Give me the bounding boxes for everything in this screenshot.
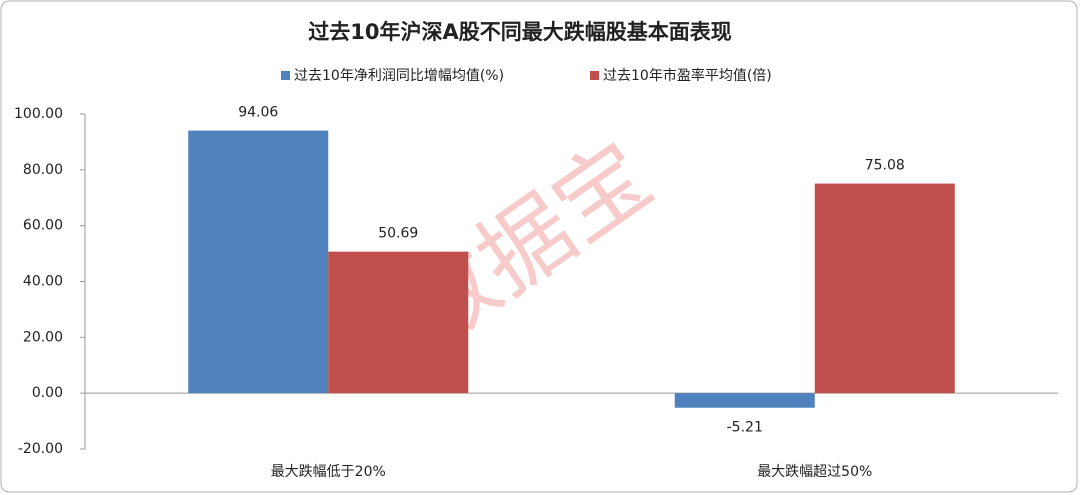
y-tick-label: 80.00 <box>23 162 63 178</box>
x-tick-label: 最大跌幅超过50% <box>757 464 872 480</box>
y-tick-label: 20.00 <box>23 329 63 345</box>
data-label: 75.08 <box>865 158 905 174</box>
y-tick-label: 0.00 <box>32 385 63 401</box>
bar <box>188 130 329 394</box>
bar <box>814 183 955 394</box>
legend-label: 过去10年净利润同比增幅均值(%) <box>294 68 504 84</box>
legend-label: 过去10年市盈率平均值(倍) <box>603 67 772 84</box>
bar <box>674 393 815 408</box>
y-tick-label: -20.00 <box>18 441 63 457</box>
y-tick-label: 60.00 <box>23 218 63 234</box>
data-label: 94.06 <box>238 105 278 121</box>
legend-swatch <box>281 71 290 80</box>
bar <box>328 251 469 394</box>
data-label: -5.21 <box>727 420 763 436</box>
y-tick-label: 40.00 <box>23 274 63 290</box>
data-label: 50.69 <box>378 226 418 242</box>
x-tick-label: 最大跌幅低于20% <box>271 464 386 480</box>
chart-title: 过去10年沪深A股不同最大跌幅股基本面表现 <box>308 20 731 44</box>
legend-swatch <box>590 71 599 80</box>
y-tick-label: 100.00 <box>14 106 63 122</box>
